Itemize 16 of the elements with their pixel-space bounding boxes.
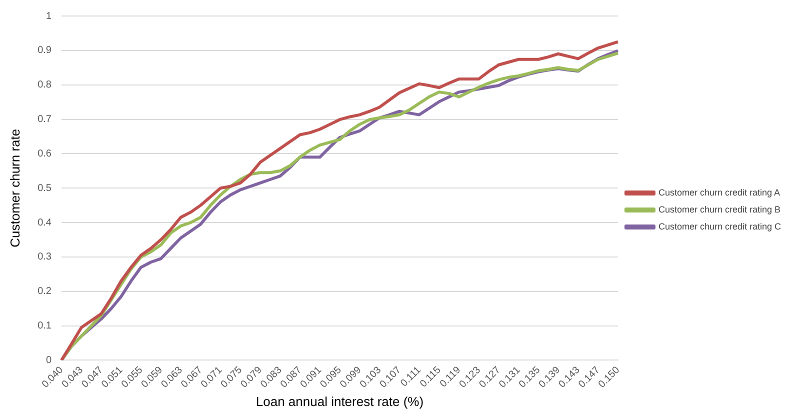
y-tick-label: 0.4: [38, 217, 52, 228]
y-tick-label: 0.6: [38, 148, 52, 160]
y-tick-label: 0.7: [38, 114, 52, 126]
x-axis-title: Loan annual interest rate (%): [256, 394, 424, 409]
legend-label: Customer churn credit rating A: [658, 187, 780, 198]
y-tick-label: 1: [46, 10, 52, 22]
legend-label: Customer churn credit rating C: [658, 221, 782, 232]
y-tick-label: 0.5: [38, 182, 52, 194]
y-tick-label: 0.3: [38, 252, 52, 263]
legend-label: Customer churn credit rating B: [658, 204, 781, 214]
y-axis-title: Customer churn rate: [7, 128, 22, 248]
y-tick-label: 0.9: [38, 45, 52, 56]
y-tick-label: 0.1: [38, 320, 52, 332]
y-tick-label: 0.2: [38, 286, 52, 298]
y-tick-label: 0: [46, 354, 52, 366]
y-tick-label: 0.8: [38, 80, 52, 91]
